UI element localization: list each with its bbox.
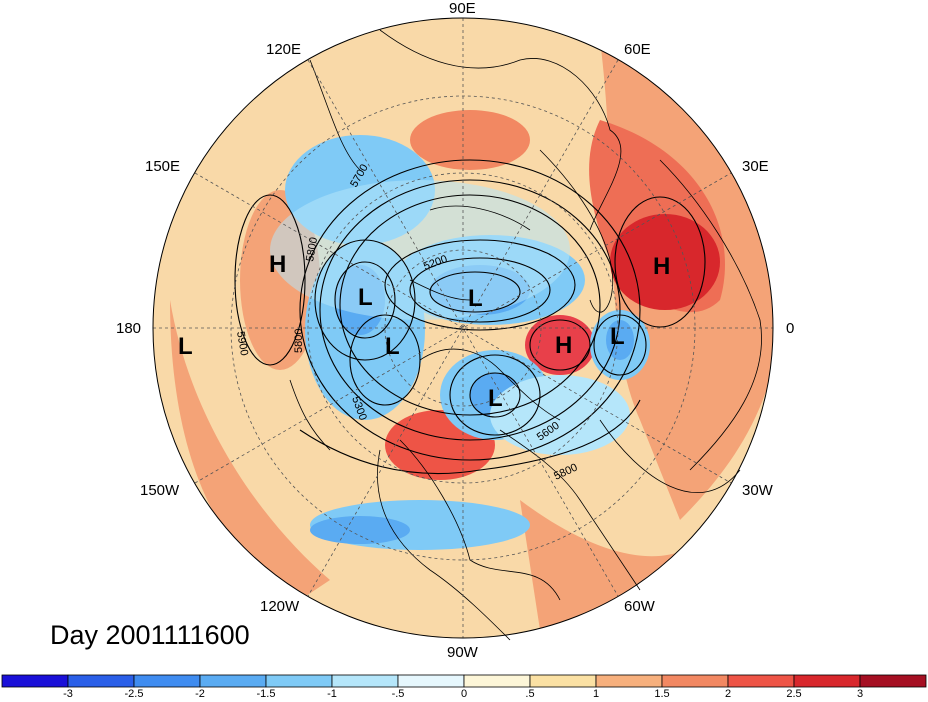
colorbar-swatch [265,674,333,688]
longitude-label-90w: 90W [447,644,478,661]
contour-label: 5900 [234,330,250,356]
colorbar-swatch [661,674,729,688]
colorbar-tick-label: 2 [724,688,732,700]
low-marker: L [358,284,373,311]
colorbar [1,674,927,688]
longitude-label-180: 180 [116,320,142,337]
colorbar-tick-label: -2.5 [124,688,144,700]
colorbar-tick-label: -2 [195,688,205,700]
colorbar-swatch [727,674,795,688]
globe-border [152,17,774,639]
pressure-system-labels: H H H L L L L L L [178,251,670,412]
colorbar-swatch [133,674,201,688]
low-marker: L [488,385,503,412]
longitude-label-30w: 30W [742,482,773,499]
longitude-label-60w: 60W [624,598,655,615]
colorbar-swatch [463,674,531,688]
coastlines [289,29,762,641]
longitude-label-30e: 30E [742,158,769,175]
longitude-label-120e: 120E [266,41,302,58]
high-marker: H [269,251,286,278]
height-contours [234,159,706,475]
colorbar-swatch [595,674,663,688]
colorbar-swatch [793,674,861,688]
colorbar-swatch [397,674,465,688]
longitude-label-150e: 150E [145,158,181,175]
graticule [153,18,773,638]
colorbar-tick-label: -1.5 [256,688,276,700]
colorbar-swatch [67,674,135,688]
colorbar-swatch [1,674,69,688]
low-marker: L [610,323,625,350]
colorbar-tick-label: 3 [856,688,864,700]
colorbar-swatch [331,674,399,688]
contour-label: 5800 [293,329,305,353]
colorbar-swatch [199,674,267,688]
longitude-label-150w: 150W [140,482,180,499]
colorbar-tick-label: .5 [525,688,535,700]
colorbar-swatch [859,674,927,688]
high-marker: H [555,332,572,359]
colorbar-tick-label: 1 [592,688,600,700]
longitude-label-90e: 90E [449,0,476,17]
colorbar-tick-label: 0 [460,688,468,700]
colorbar-tick-label: -1 [327,688,337,700]
contour-label: 5800 [304,236,320,262]
anomaly-field [153,18,773,638]
low-marker: L [468,285,483,312]
colorbar-tick-label: -3 [63,688,73,700]
low-marker: L [385,333,400,360]
high-marker: H [653,253,670,280]
low-marker: L [178,333,193,360]
colorbar-tick-label: -.5 [391,688,405,700]
longitude-label-60e: 60E [624,41,651,58]
colorbar-tick-label: 2.5 [786,688,802,700]
colorbar-tick-label: 1.5 [654,688,670,700]
day-title: Day 2001111600 [50,620,250,650]
longitude-label-0: 0 [786,320,795,337]
colorbar-swatch [529,674,597,688]
longitude-label-120w: 120W [260,598,300,615]
